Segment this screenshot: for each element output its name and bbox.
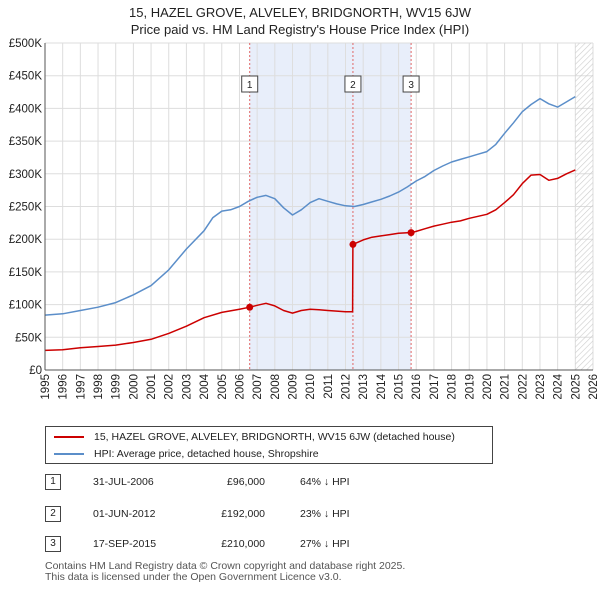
annotation-box <box>241 75 259 93</box>
sale-date: 17-SEP-2015 <box>93 538 157 550</box>
sale-row: 1 31-JUL-2006 £96,000 64% ↓ HPI <box>45 474 465 494</box>
x-tick-label: 2001 <box>146 374 158 400</box>
x-tick-label: 2017 <box>429 374 441 400</box>
sale-hpi-diff: 23% ↓ HPI <box>300 508 350 520</box>
x-tick-label: 2012 <box>341 374 353 400</box>
sale-number-badge: 2 <box>45 506 61 522</box>
annotation-box <box>344 75 362 93</box>
y-tick-label: £100K <box>9 300 43 312</box>
x-tick-label: 2002 <box>164 374 176 400</box>
x-tick-label: 2014 <box>376 373 388 399</box>
x-tick-label: 2022 <box>517 374 529 400</box>
x-tick-label: 2024 <box>553 373 565 399</box>
x-tick-label: 2009 <box>287 374 299 400</box>
y-tick-label: £350K <box>9 136 43 148</box>
annotation-box <box>402 75 420 93</box>
x-tick-label: 2008 <box>270 374 282 400</box>
x-tick-label: 1997 <box>75 374 87 400</box>
sale-date: 01-JUN-2012 <box>93 508 156 520</box>
sale-number-badge: 1 <box>45 474 61 490</box>
sale-point <box>349 240 357 248</box>
legend-swatch-hpi <box>54 453 84 456</box>
sale-hpi-diff: 64% ↓ HPI <box>300 476 350 488</box>
x-tick-label: 2026 <box>588 374 600 400</box>
x-tick-label: 2020 <box>482 374 494 400</box>
x-tick-label: 2011 <box>323 374 335 399</box>
legend-item-hpi: HPI: Average price, detached house, Shro… <box>54 446 319 462</box>
x-tick-label: 2016 <box>411 374 423 400</box>
x-tick-label: 2023 <box>535 374 547 400</box>
x-tick-label: 2025 <box>570 374 582 400</box>
y-tick-label: £400K <box>9 103 43 115</box>
y-tick-label: £0 <box>29 365 42 377</box>
x-tick-label: 2000 <box>128 374 140 400</box>
sale-number-badge: 3 <box>45 536 61 552</box>
sale-hpi-diff: 27% ↓ HPI <box>300 538 350 550</box>
y-tick-label: £450K <box>9 71 43 83</box>
x-tick-label: 2004 <box>199 373 211 399</box>
legend-swatch-price <box>54 436 84 439</box>
x-tick-label: 1999 <box>111 374 123 400</box>
y-tick-label: £250K <box>9 202 43 214</box>
legend-item-price: 15, HAZEL GROVE, ALVELEY, BRIDGNORTH, WV… <box>54 429 455 445</box>
sale-row: 2 01-JUN-2012 £192,000 23% ↓ HPI <box>45 506 465 526</box>
footer-attribution: Contains HM Land Registry data © Crown c… <box>45 561 405 583</box>
annotation-label: 1 <box>247 80 253 91</box>
x-tick-label: 2010 <box>305 374 317 400</box>
hpi-line <box>44 95 576 316</box>
sale-point <box>407 229 415 237</box>
y-tick-label: £300K <box>9 169 43 181</box>
y-tick-label: £50K <box>15 332 42 344</box>
x-tick-label: 2021 <box>500 374 512 400</box>
legend-label-hpi: HPI: Average price, detached house, Shro… <box>94 448 319 460</box>
footer-line-2: This data is licensed under the Open Gov… <box>45 571 342 583</box>
sale-row: 3 17-SEP-2015 £210,000 27% ↓ HPI <box>45 536 465 556</box>
x-tick-label: 2006 <box>234 374 246 400</box>
sale-price: £210,000 <box>221 538 265 550</box>
annotation-label: 3 <box>408 80 414 91</box>
y-tick-label: £200K <box>9 234 43 246</box>
annotation-label: 2 <box>350 80 356 91</box>
x-tick-label: 2018 <box>447 374 459 400</box>
x-tick-label: 2019 <box>464 374 476 400</box>
x-tick-label: 1998 <box>93 374 105 400</box>
price-chart: 1 2 3 £0 £50K £100K £150K £200K £250K £300K £350K… <box>9 38 600 400</box>
x-tick-label: 2005 <box>217 374 229 400</box>
x-tick-label: 2003 <box>181 374 193 400</box>
sale-price: £192,000 <box>221 508 265 520</box>
sale-date: 31-JUL-2006 <box>93 476 154 488</box>
sale-price: £96,000 <box>227 476 265 488</box>
price-paid-line <box>44 169 576 352</box>
title-line-1: 15, HAZEL GROVE, ALVELEY, BRIDGNORTH, WV… <box>129 5 471 20</box>
forecast-hatch <box>575 43 593 370</box>
sale-point <box>246 303 254 311</box>
x-tick-label: 1995 <box>40 374 52 400</box>
y-tick-label: £500K <box>9 38 43 50</box>
x-tick-label: 2015 <box>394 374 406 400</box>
x-tick-label: 1996 <box>58 374 70 400</box>
title-line-2: Price paid vs. HM Land Registry's House … <box>130 22 470 37</box>
chart-title: 15, HAZEL GROVE, ALVELEY, BRIDGNORTH, WV… <box>0 4 600 38</box>
y-tick-label: £150K <box>9 267 43 279</box>
chart-legend: 15, HAZEL GROVE, ALVELEY, BRIDGNORTH, WV… <box>45 426 493 464</box>
legend-label-price: 15, HAZEL GROVE, ALVELEY, BRIDGNORTH, WV… <box>94 431 455 443</box>
x-tick-label: 2007 <box>252 374 264 400</box>
x-tick-label: 2013 <box>358 374 370 400</box>
footer-line-1: Contains HM Land Registry data © Crown c… <box>45 560 406 572</box>
